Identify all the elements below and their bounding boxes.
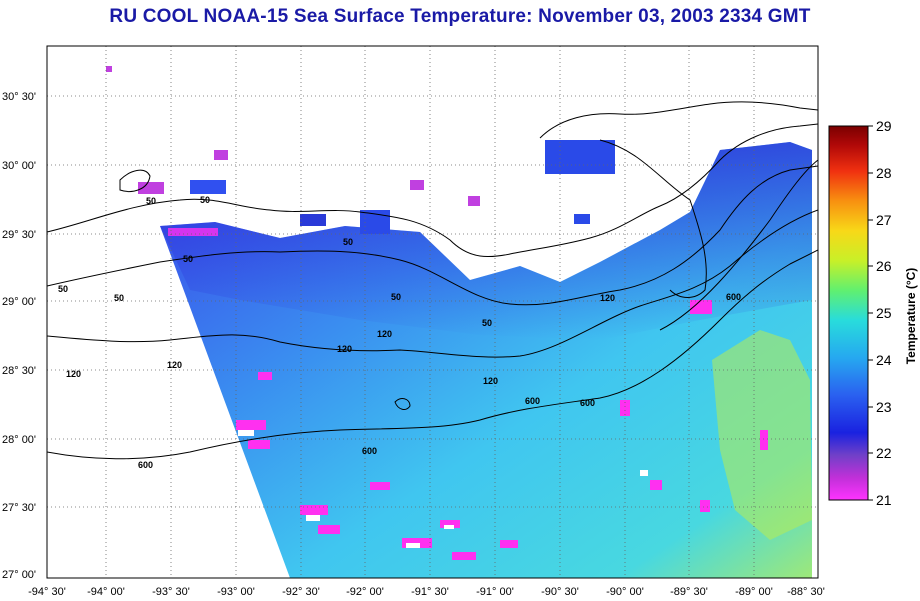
longitude-tick-label: -88° 30' xyxy=(787,586,825,598)
contour-label: 50 xyxy=(200,195,210,205)
longitude-tick-label: -90° 30' xyxy=(541,586,579,598)
longitude-tick-label: -93° 30' xyxy=(152,586,190,598)
graticule xyxy=(47,46,818,578)
colorbar-tick-label: 24 xyxy=(876,352,892,368)
colorbar-tick-label: 25 xyxy=(876,305,892,321)
latitude-tick-label: 28° 30' xyxy=(2,365,36,377)
longitude-tick-label: -94° 00' xyxy=(87,586,125,598)
contour-label: 50 xyxy=(391,292,401,302)
plot-frame xyxy=(46,45,819,579)
latitude-tick-label: 29° 00' xyxy=(2,296,36,308)
latitude-tick-label: 30° 00' xyxy=(2,160,36,172)
longitude-tick-label: -93° 00' xyxy=(217,586,255,598)
contour-label: 50 xyxy=(343,237,353,247)
latitude-tick-label: 30° 30' xyxy=(2,91,36,103)
latitude-tick-label: 27° 30' xyxy=(2,502,36,514)
colorbar-tick-label: 23 xyxy=(876,399,892,415)
map-title: RU COOL NOAA-15 Sea Surface Temperature:… xyxy=(109,6,811,27)
contour-label-group: 50 50 50 50 50 50 50 50 120 120 120 120 … xyxy=(58,195,741,470)
contour-50 xyxy=(47,165,818,306)
contour-label: 120 xyxy=(337,344,352,354)
longitude-tick-label: -91° 30' xyxy=(411,586,449,598)
colorbar: 29 28 27 26 25 24 23 22 21 Temperature (… xyxy=(828,118,918,508)
colorbar-tick-label: 22 xyxy=(876,445,892,461)
latitude-tick-label: 27° 00' xyxy=(2,569,36,581)
longitude-tick-label: -94° 30' xyxy=(28,586,66,598)
bank-outline xyxy=(394,398,411,410)
longitude-tick-label: -91° 00' xyxy=(476,586,514,598)
contour-label: 120 xyxy=(66,369,81,379)
contour-label: 50 xyxy=(146,196,156,206)
colorbar-tick-label: 29 xyxy=(876,118,892,134)
contour-label: 600 xyxy=(362,446,377,456)
cloud-gaps xyxy=(238,430,648,548)
nearshore-cool-band xyxy=(160,142,812,340)
coastline-north xyxy=(539,101,818,139)
longitude-tick-label: -89° 00' xyxy=(735,586,773,598)
contour-label: 600 xyxy=(726,292,741,302)
contour-label: 50 xyxy=(482,318,492,328)
longitude-tick-label: -90° 00' xyxy=(606,586,644,598)
colorbar-tick-label: 28 xyxy=(876,165,892,181)
contour-label: 50 xyxy=(58,284,68,294)
latitude-axis: 30° 30' 30° 00' 29° 30' 29° 00' 28° 30' … xyxy=(2,91,36,581)
contour-120 xyxy=(47,209,818,358)
colorbar-ticks xyxy=(868,125,873,501)
colorbar-title: Temperature (°C) xyxy=(904,268,918,365)
contour-600 xyxy=(47,249,818,460)
colorbar-tick-label: 27 xyxy=(876,212,892,228)
longitude-tick-label: -92° 00' xyxy=(346,586,384,598)
contour-label: 600 xyxy=(580,398,595,408)
island-west xyxy=(119,169,151,192)
latitude-tick-label: 28° 00' xyxy=(2,434,36,446)
contour-label: 50 xyxy=(183,254,193,264)
longitude-tick-label: -92° 30' xyxy=(282,586,320,598)
colorbar-tick-label: 26 xyxy=(876,258,892,274)
contour-label: 120 xyxy=(377,329,392,339)
delta-outline xyxy=(599,139,707,298)
contours-and-coastline xyxy=(47,101,818,460)
contour-1000 xyxy=(659,159,818,331)
contour-label: 120 xyxy=(167,360,182,370)
longitude-axis: -94° 30' -94° 00' -93° 30' -93° 00' -92°… xyxy=(28,586,825,598)
contour-label: 120 xyxy=(483,376,498,386)
latitude-tick-label: 29° 30' xyxy=(2,229,36,241)
contour-label: 600 xyxy=(138,460,153,470)
contour-label: 50 xyxy=(114,293,124,303)
longitude-tick-label: -89° 30' xyxy=(670,586,708,598)
contour-label: 600 xyxy=(525,396,540,406)
colorbar-tick-label: 21 xyxy=(876,492,892,508)
colorbar-gradient xyxy=(828,125,869,501)
contour-label: 120 xyxy=(600,293,615,303)
coastline xyxy=(47,123,818,258)
